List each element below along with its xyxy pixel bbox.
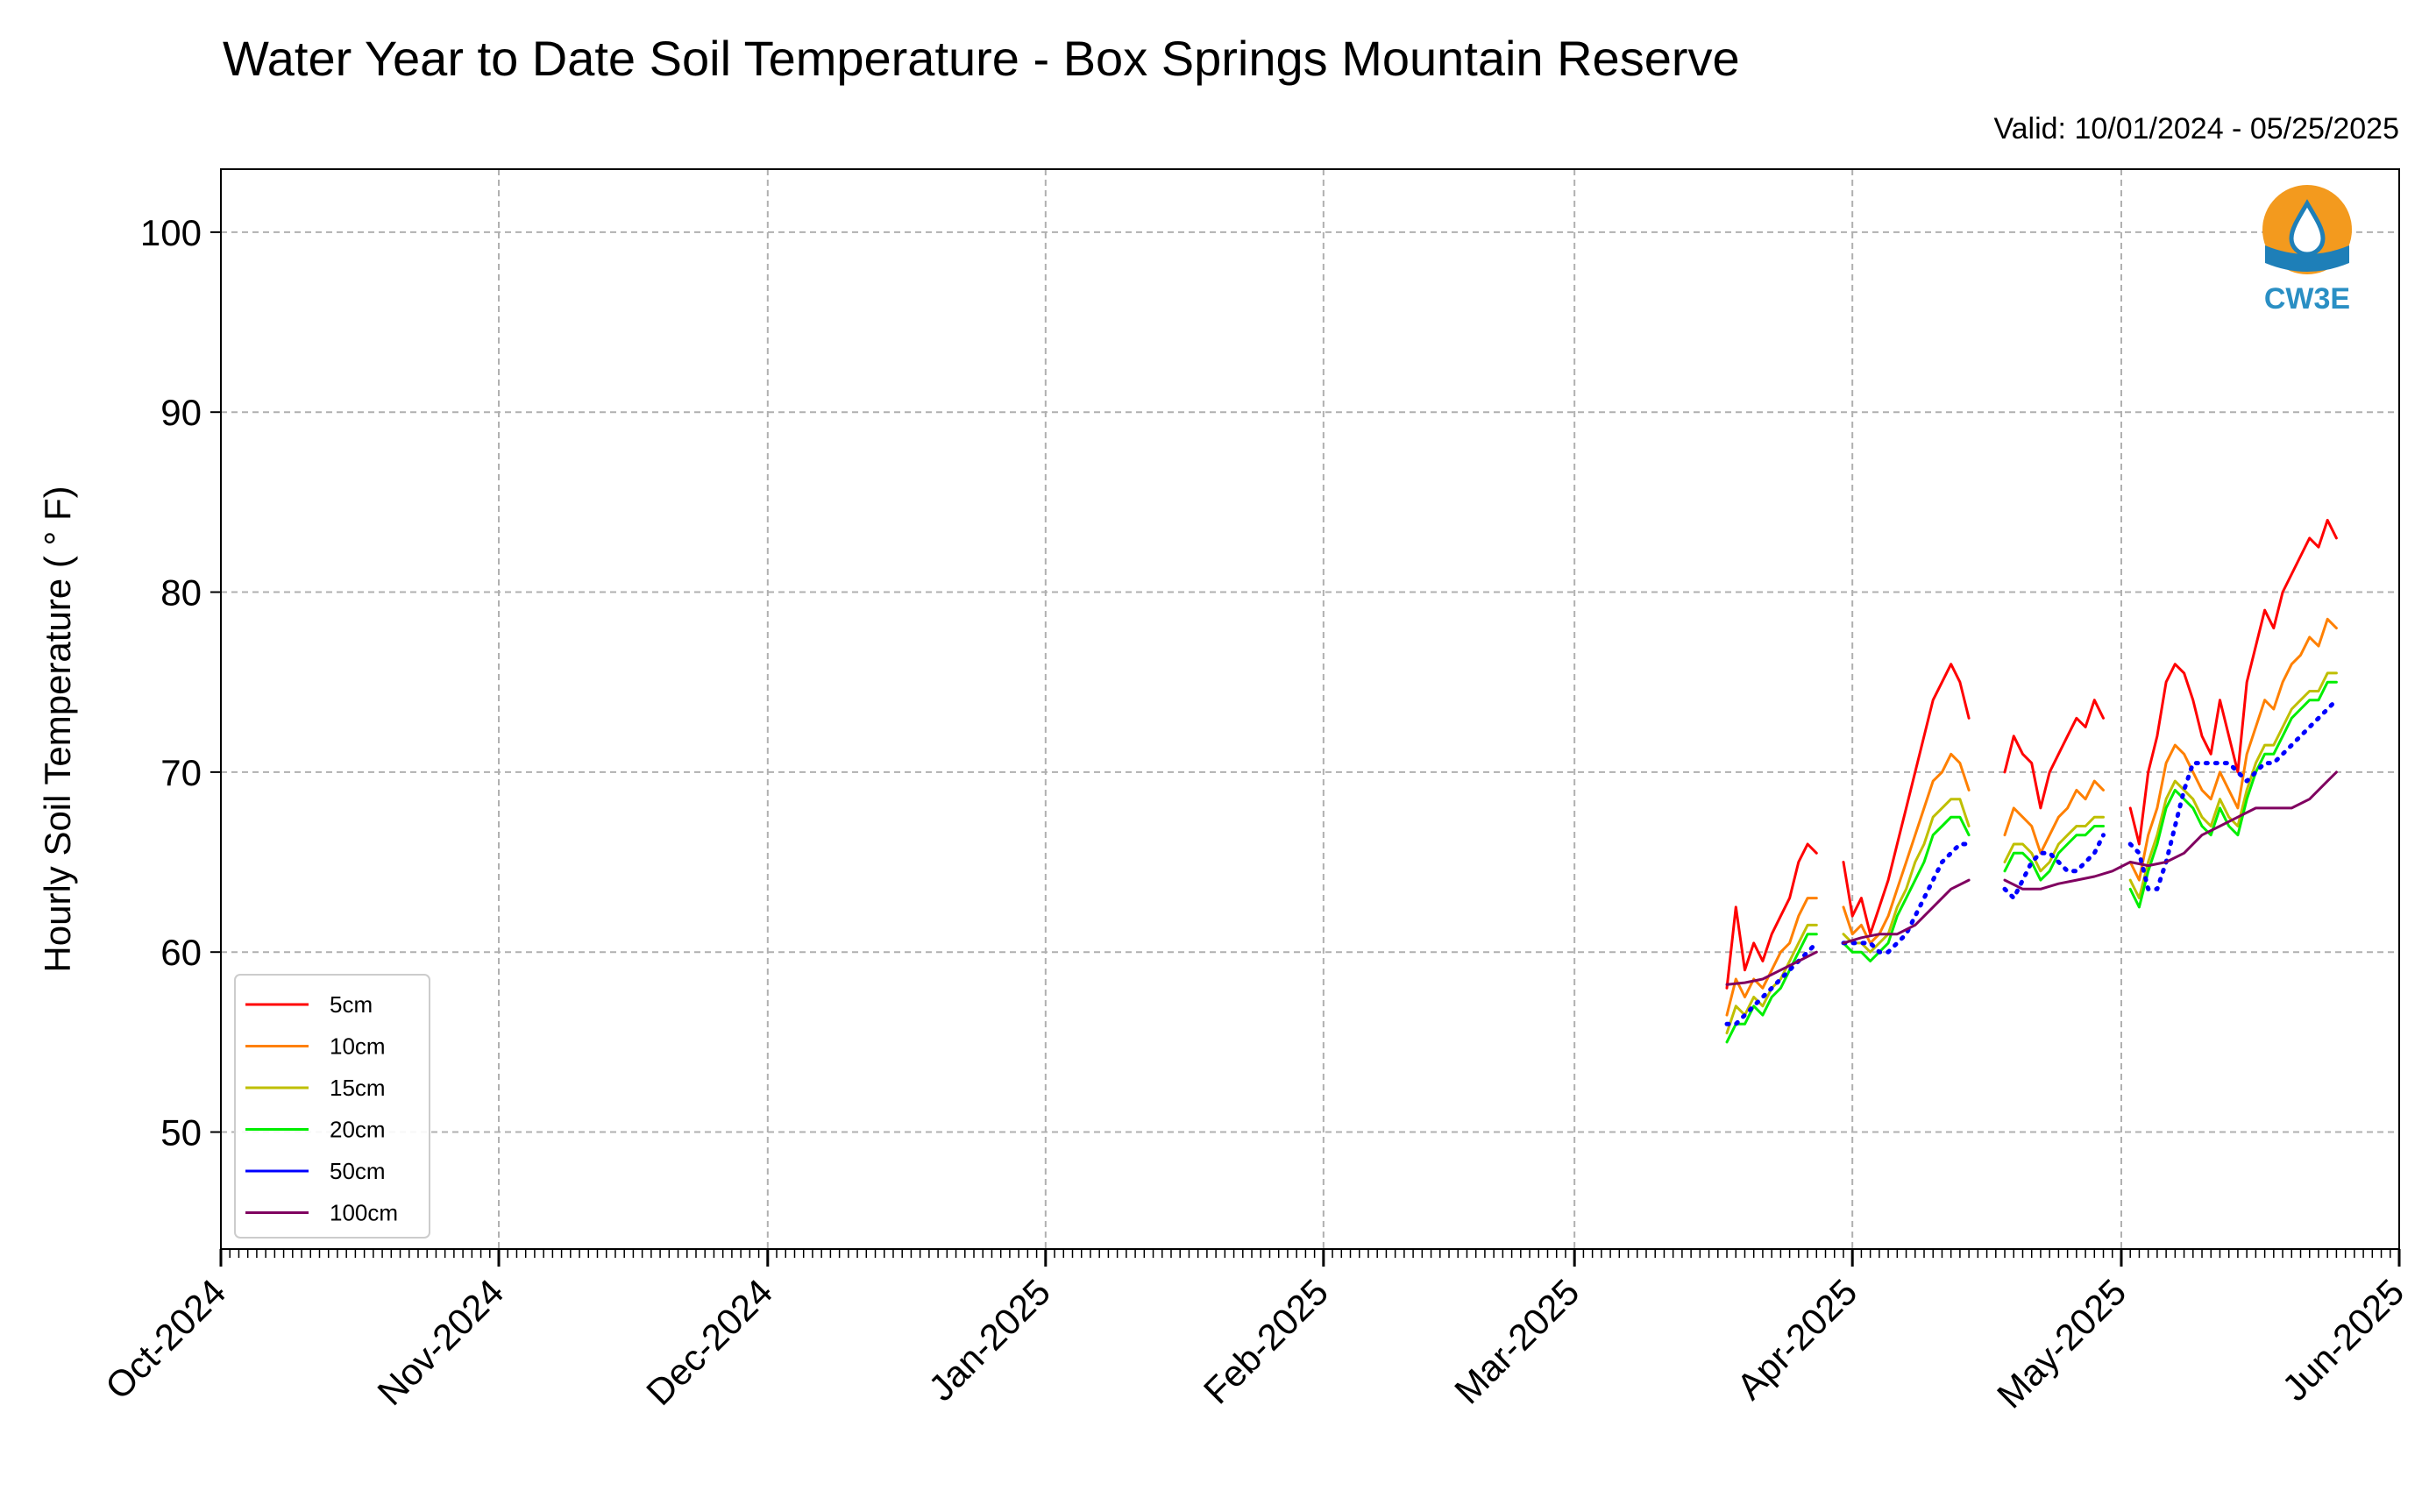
x-axis-ticks: Oct-2024 Nov-2024 Dec-2024 Jan-2025 Feb-2025… [97, 1249, 2411, 1416]
y-axis-ticks: 50 60 70 80 90 100 [140, 212, 221, 1154]
y-tick-label: 100 [140, 212, 202, 253]
logo-wave-icon [2265, 245, 2349, 272]
legend-label-10cm: 10cm [330, 1033, 386, 1060]
logo-text: CW3E [2264, 282, 2350, 316]
x-tick-label: Dec-2024 [638, 1271, 780, 1413]
legend-label-20cm: 20cm [330, 1117, 386, 1143]
y-tick-label: 80 [160, 572, 202, 614]
y-tick-label: 60 [160, 932, 202, 973]
legend-items: 5cm 10cm 15cm 20cm 50cm 100cm [245, 991, 398, 1226]
x-tick-label: Mar-2025 [1446, 1271, 1587, 1411]
cw3e-logo: CW3E [2262, 185, 2352, 316]
legend-label-15cm: 15cm [330, 1075, 386, 1101]
legend: 5cm 10cm 15cm 20cm 50cm 100cm [234, 974, 430, 1239]
x-tick-label: Jan-2025 [920, 1271, 1058, 1409]
chart-subtitle: Valid: 10/01/2024 - 05/25/2025 [1993, 112, 2399, 146]
y-tick-label: 50 [160, 1112, 202, 1154]
series-line-15cm [1725, 671, 2338, 1035]
series-line-50cm [1724, 698, 2339, 1026]
x-tick-label: Jun-2025 [2274, 1271, 2411, 1409]
x-minor-ticks [220, 1249, 2400, 1258]
logo-drop-icon [2289, 199, 2326, 257]
y-tick-label: 70 [160, 752, 202, 793]
series-line-20cm [1725, 680, 2338, 1044]
series-line-10cm [1725, 617, 2338, 1017]
grid-lines [220, 169, 2400, 1249]
x-tick-label: Feb-2025 [1196, 1271, 1336, 1411]
series-line-5cm [1725, 518, 2338, 990]
series-layer [1724, 518, 2339, 1044]
series-line-100cm [1725, 770, 2338, 986]
y-tick-label: 90 [160, 392, 202, 433]
chart-title: Water Year to Date Soil Temperature - Bo… [223, 31, 1740, 86]
x-tick-label: Nov-2024 [369, 1271, 511, 1413]
legend-label-50cm: 50cm [330, 1158, 386, 1184]
x-tick-label: May-2025 [1989, 1271, 2134, 1416]
x-tick-label: Apr-2025 [1729, 1271, 1864, 1407]
plot-area-frame [220, 168, 2400, 1250]
legend-label-100cm: 100cm [330, 1200, 398, 1226]
legend-label-5cm: 5cm [330, 991, 373, 1018]
y-axis-label: Hourly Soil Temperature ( ° F) [37, 486, 78, 972]
x-tick-label: Oct-2024 [97, 1271, 233, 1407]
